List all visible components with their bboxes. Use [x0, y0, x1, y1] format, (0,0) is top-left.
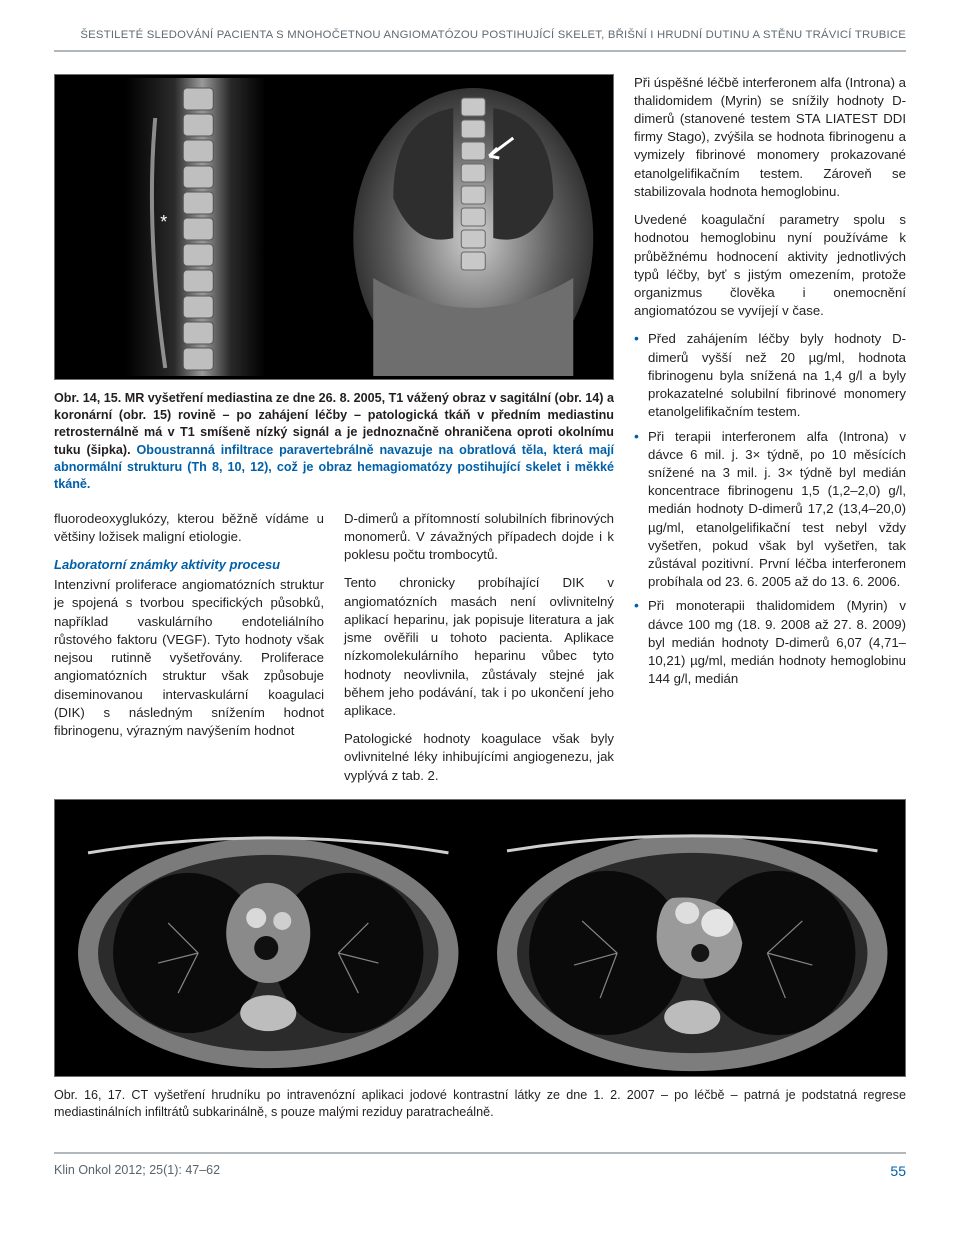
- para-ddimer: D-dimerů a přítomností solubilních fibri…: [344, 510, 614, 565]
- caption-16-17: Obr. 16, 17. CT vyšetření hrudníku po in…: [54, 1087, 906, 1122]
- para-koagulacni: Uvedené koagulační parametry spolu s hod…: [634, 211, 906, 320]
- para-fluoro: fluorodeoxyglukózy, kterou běžně vídáme …: [54, 510, 324, 546]
- page-footer: Klin Onkol 2012; 25(1): 47–62 55: [54, 1152, 906, 1181]
- para-dik: Tento chronicky probíhající DIK v angiom…: [344, 574, 614, 720]
- subhead-lab: Laboratorní známky aktivity procesu: [54, 556, 324, 574]
- para-lab: Intenzivní proliferace angiomatózních st…: [54, 576, 324, 740]
- bullet-item: Při terapii interferonem alfa (Introna) …: [634, 428, 906, 592]
- caption-14-15-tail: Oboustranná infiltrace paravertebrálně n…: [54, 443, 614, 492]
- running-head: ŠESTILETÉ SLEDOVÁNÍ PACIENTA S MNOHOČETN…: [54, 28, 906, 52]
- para-tab2: Patologické hodnoty koagulace však byly …: [344, 730, 614, 785]
- figure-15-coronal: [336, 78, 611, 376]
- bullet-list: Před zahájením léčby byly hodnoty D-dime…: [634, 330, 906, 688]
- page-number: 55: [890, 1162, 906, 1181]
- caption-16-17-lead: Obr. 16, 17. CT vyšetření hrudníku po in…: [54, 1088, 906, 1119]
- figure-16-17: [54, 799, 906, 1077]
- bullet-item: Při monoterapii thalidomidem (Myrin) v d…: [634, 597, 906, 688]
- svg-text:*: *: [160, 212, 167, 232]
- caption-14-15: Obr. 14, 15. MR vyšetření mediastina ze …: [54, 390, 614, 494]
- para-interferon: Při úspěšné léčbě interferonem alfa (Int…: [634, 74, 906, 202]
- body-two-columns: fluorodeoxyglukózy, kterou běžně vídáme …: [54, 510, 614, 785]
- right-column: Při úspěšné léčbě interferonem alfa (Int…: [634, 74, 906, 785]
- journal-ref: Klin Onkol 2012; 25(1): 47–62: [54, 1162, 220, 1181]
- bullet-item: Před zahájením léčby byly hodnoty D-dime…: [634, 330, 906, 421]
- figure-16-axial: [58, 803, 479, 1073]
- figure-14-15: *: [54, 74, 614, 380]
- figure-17-axial: [482, 803, 903, 1073]
- figure-14-sagittal: *: [58, 78, 333, 376]
